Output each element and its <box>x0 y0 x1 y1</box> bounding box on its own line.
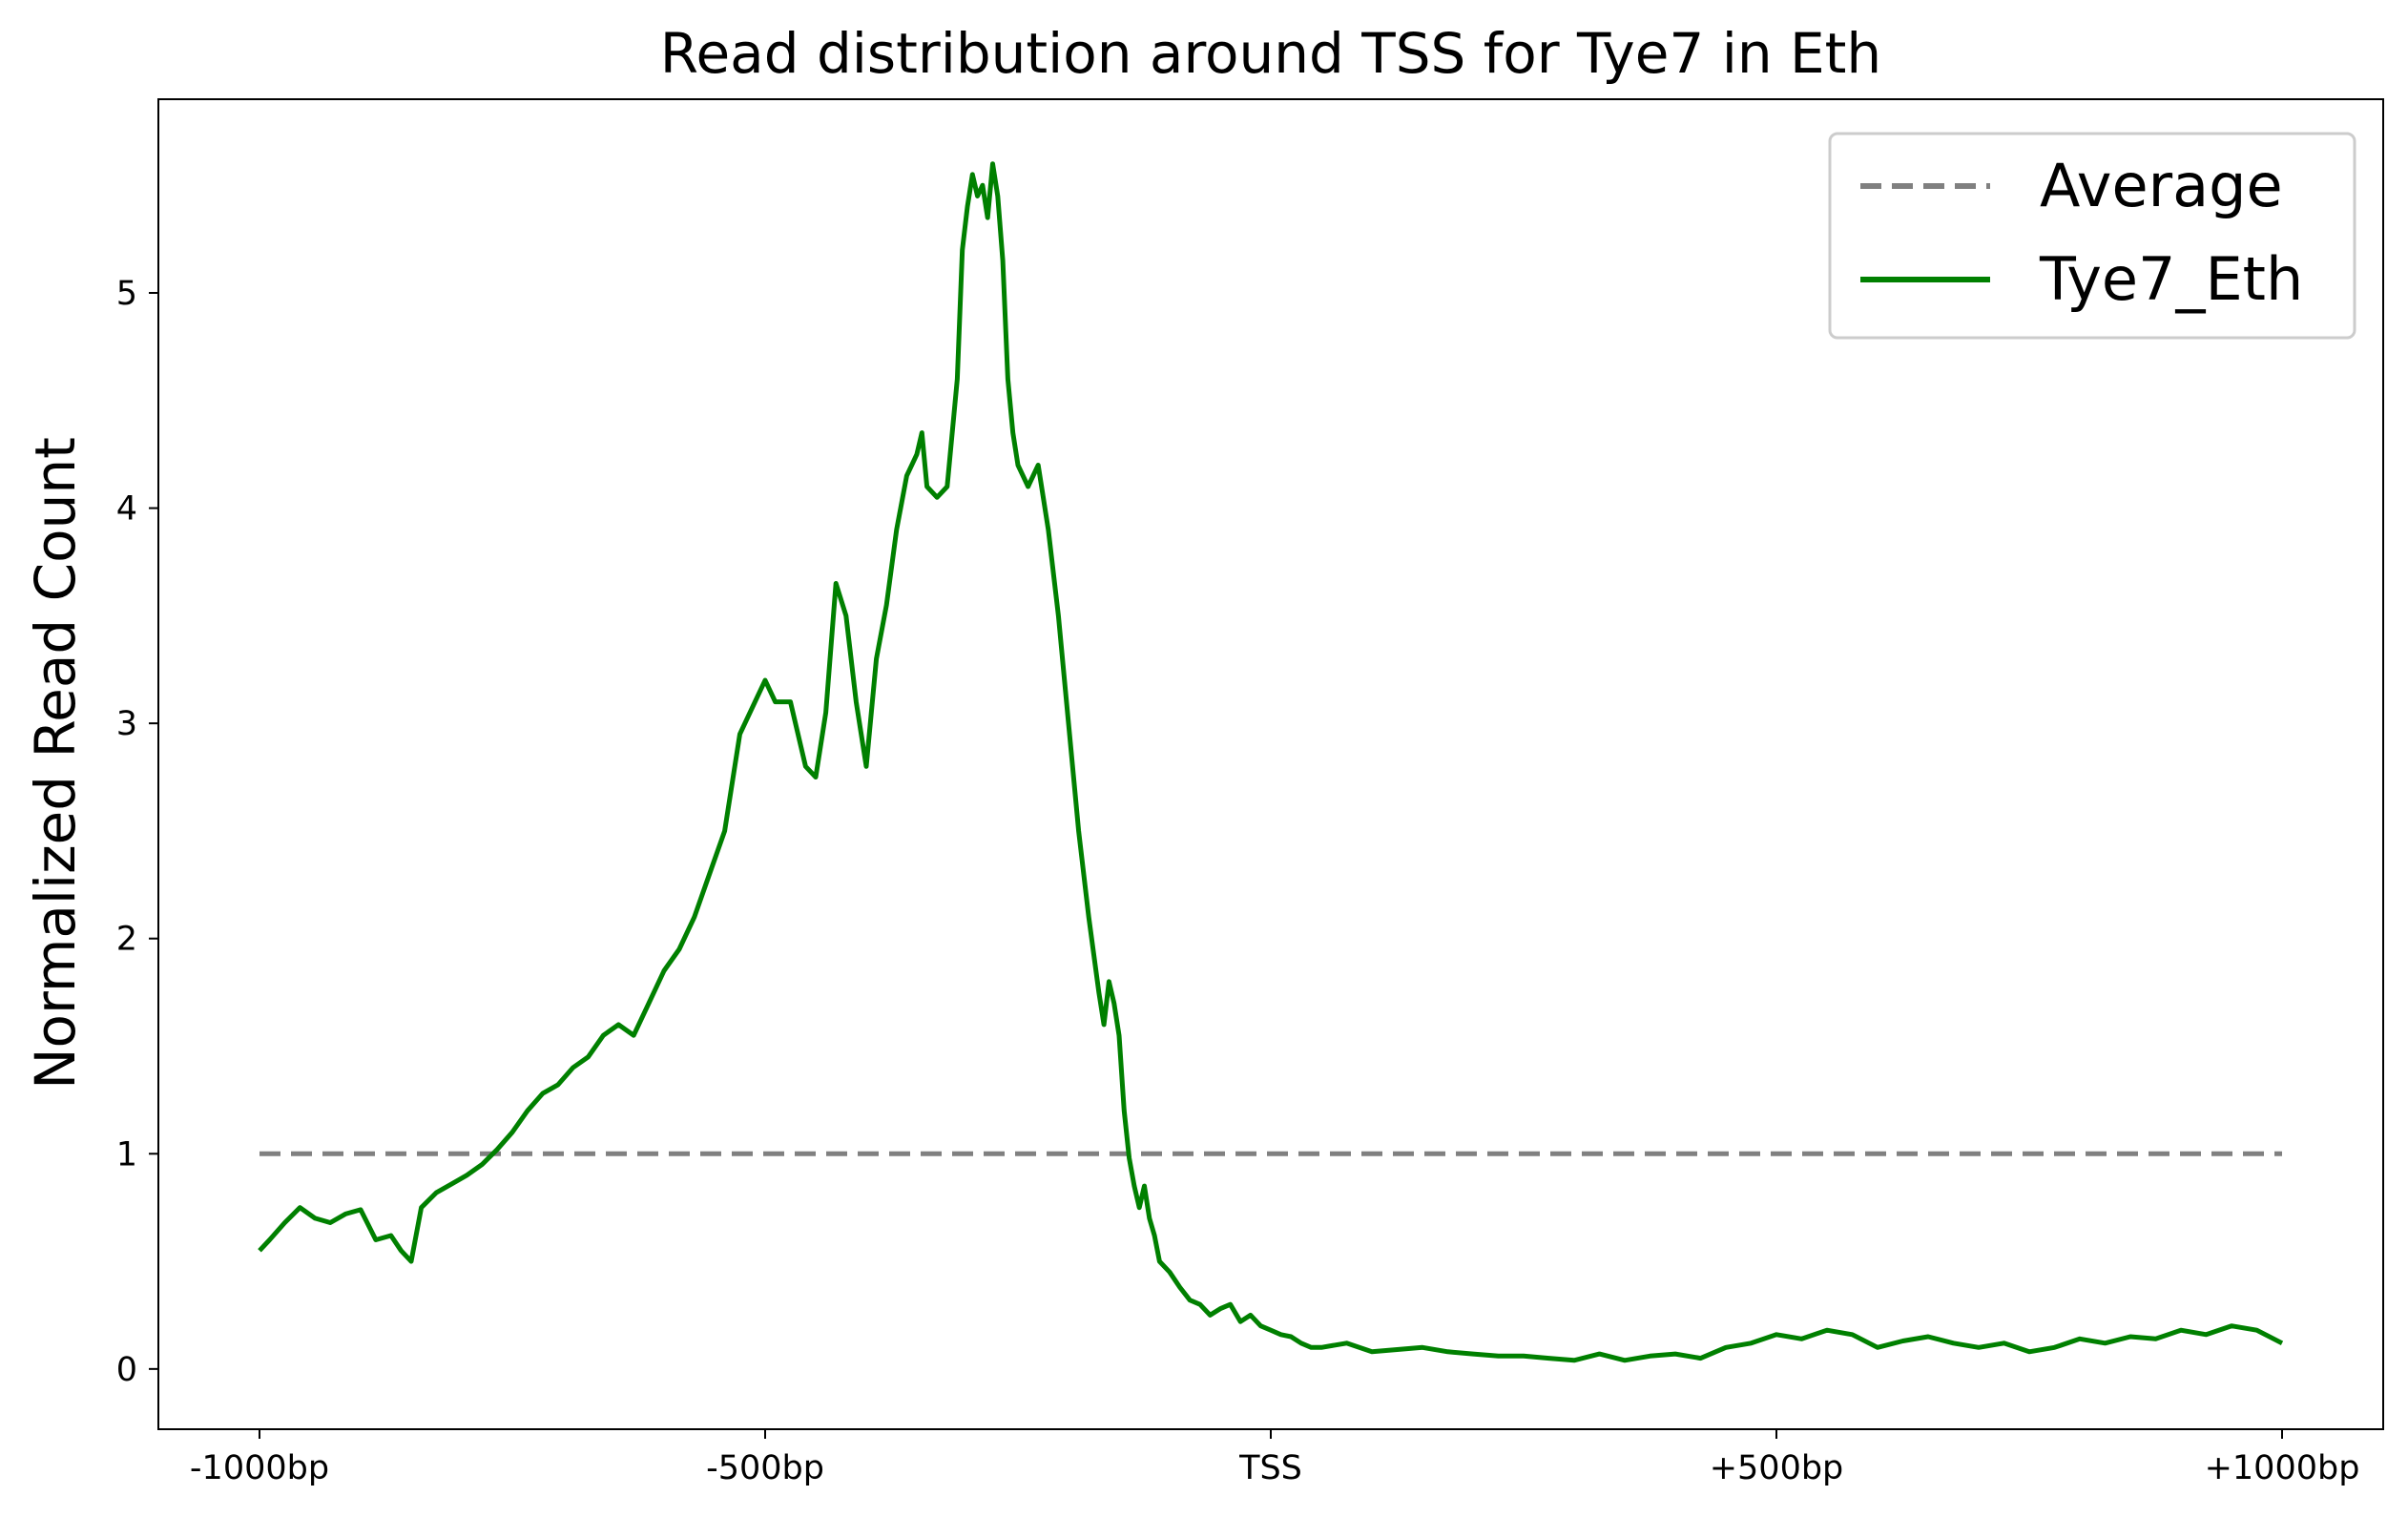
y-tick-label: 0 <box>116 1351 137 1389</box>
legend: Average Tye7_Eth <box>1828 132 2356 340</box>
x-tick-label: TSS <box>1238 1449 1302 1487</box>
chart-title: Read distribution around TSS for Tye7 in… <box>660 21 1881 86</box>
x-tick-label: +500bp <box>1710 1449 1844 1487</box>
series-line-tye7-eth <box>258 161 2284 1363</box>
x-tick-label: -1000bp <box>190 1449 329 1487</box>
x-tick-label: -500bp <box>706 1449 824 1487</box>
series-layer <box>258 161 2284 1363</box>
x-axis: -1000bp -500bp TSS +500bp +1000bp <box>190 1429 2359 1487</box>
y-axis-label: Normalized Read Count <box>23 437 88 1090</box>
x-tick-label: +1000bp <box>2205 1449 2360 1487</box>
y-tick-label: 1 <box>116 1135 137 1174</box>
legend-label-average: Average <box>2040 151 2283 220</box>
y-tick-label: 5 <box>116 275 137 313</box>
y-tick-label: 2 <box>116 921 137 959</box>
y-tick-label: 3 <box>116 705 137 743</box>
legend-label-tye7-eth: Tye7_Eth <box>2039 244 2303 314</box>
y-axis: 0 1 2 3 4 5 <box>116 275 158 1389</box>
y-tick-label: 4 <box>116 490 137 529</box>
